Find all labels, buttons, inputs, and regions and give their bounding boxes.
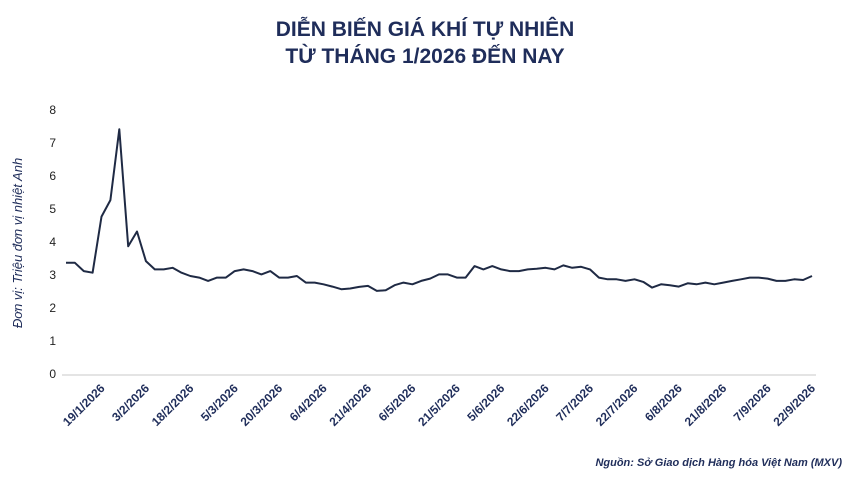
- x-tick-label: 18/2/2026: [149, 381, 197, 429]
- x-tick-label: 6/8/2026: [642, 381, 685, 424]
- x-tick-label: 21/4/2026: [326, 381, 374, 429]
- x-tick-label: 3/2/2026: [109, 381, 152, 424]
- source-note: Nguồn: Sở Giao dịch Hàng hóa Việt Nam (M…: [595, 457, 842, 469]
- y-tick-label: 0: [49, 367, 56, 381]
- y-tick-label: 2: [49, 301, 56, 315]
- y-tick-label: 7: [49, 136, 56, 150]
- y-tick-label: 5: [49, 202, 56, 216]
- y-tick-label: 3: [49, 268, 56, 282]
- x-tick-label: 21/8/2026: [682, 381, 730, 429]
- y-tick-label: 4: [49, 235, 56, 249]
- y-tick-label: 6: [49, 169, 56, 183]
- x-tick-label: 5/6/2026: [464, 381, 507, 424]
- x-tick-label: 21/5/2026: [415, 381, 463, 429]
- x-tick-label: 22/6/2026: [504, 381, 552, 429]
- chart-title: TỪ THÁNG 1/2026 ĐẾN NAY: [285, 44, 564, 68]
- y-tick-label: 8: [49, 103, 56, 117]
- chart-title: DIỄN BIẾN GIÁ KHÍ TỰ NHIÊN: [276, 17, 575, 41]
- x-tick-label: 7/7/2026: [553, 381, 596, 424]
- x-tick-label: 22/7/2026: [593, 381, 641, 429]
- x-tick-label: 6/5/2026: [376, 381, 419, 424]
- price-line: [66, 128, 813, 292]
- x-tick-label: 19/1/2026: [60, 381, 108, 429]
- x-tick-label: 20/3/2026: [238, 381, 286, 429]
- x-tick-label: 6/4/2026: [287, 381, 330, 424]
- y-tick-label: 1: [49, 334, 56, 348]
- x-tick-label: 22/9/2026: [770, 381, 818, 429]
- y-axis-title: Đơn vị: Triệu đơn vị nhiệt Anh: [10, 158, 25, 328]
- x-tick-label: 7/9/2026: [731, 381, 774, 424]
- x-tick-label: 5/3/2026: [198, 381, 241, 424]
